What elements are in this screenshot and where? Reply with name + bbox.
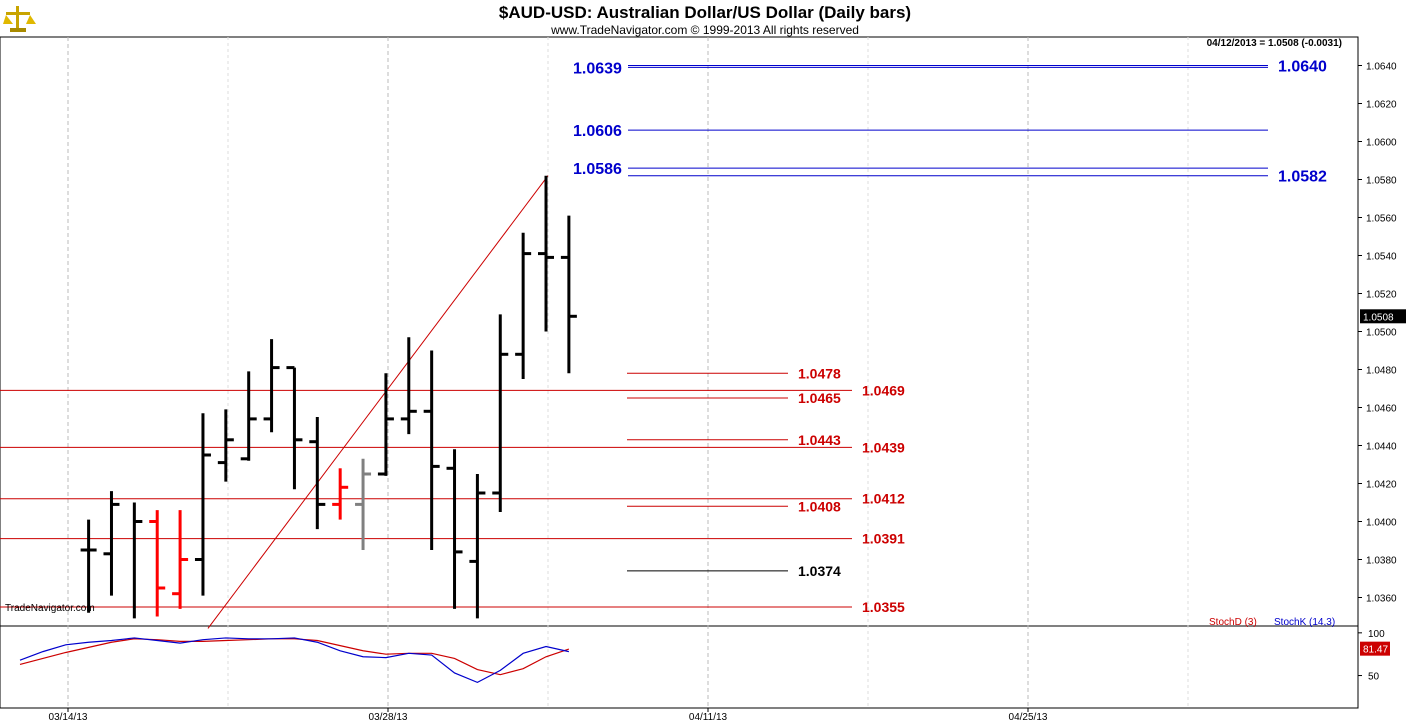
- price-tick-label: 1.0520: [1366, 290, 1397, 301]
- date-tick-label: 03/14/13: [49, 712, 88, 723]
- fib-label: 1.0478: [798, 365, 841, 381]
- ohlc-bar: [172, 510, 189, 609]
- ohlc-bar: [309, 417, 326, 530]
- ohlc-bar: [446, 449, 463, 609]
- stoch-d-legend: StochD (3): [1209, 617, 1257, 628]
- fib-label: 1.0408: [798, 498, 841, 514]
- price-tick-label: 1.0380: [1366, 556, 1397, 567]
- price-tick-label: 1.0480: [1366, 366, 1397, 377]
- ohlc-bar: [355, 458, 372, 550]
- date-tick-label: 04/11/13: [689, 712, 728, 723]
- ohlc-bar: [515, 232, 532, 379]
- fib-label: 1.0443: [798, 432, 841, 448]
- price-tick-label: 1.0420: [1366, 480, 1397, 491]
- fib-label: 1.0374: [798, 563, 841, 579]
- price-tick-label: 1.0500: [1366, 328, 1397, 339]
- ohlc-bar: [194, 413, 211, 596]
- fib-label: 1.0469: [862, 382, 905, 398]
- ohlc-bars: [80, 175, 577, 619]
- date-tick-label: 03/28/13: [369, 712, 408, 723]
- ohlc-bar: [538, 175, 555, 332]
- price-tick-label: 1.0460: [1366, 404, 1397, 415]
- ohlc-bar: [469, 474, 486, 619]
- stochastic-panel: 100 50 StochD (3) StochK (14,3) 81.47: [19, 617, 1390, 684]
- grid: [67, 37, 1189, 708]
- ohlc-bar: [103, 491, 120, 596]
- ohlc-bar: [400, 337, 417, 435]
- projection-label: 1.0582: [1278, 169, 1327, 186]
- price-axis: 1.0360 1.0380 1.0400 1.0420 1.0440 1.0460 1.04…: [1358, 62, 1406, 605]
- ohlc-bar: [286, 366, 303, 490]
- last-price-tag: [1360, 309, 1406, 324]
- plot-frame: [0, 36, 1359, 709]
- projection-label: 1.0640: [1278, 59, 1327, 76]
- ohlc-bar: [423, 350, 440, 550]
- trend-line: [207, 175, 549, 629]
- stoch-d-line: [19, 638, 570, 676]
- chart-title: $AUD-USD: Australian Dollar/US Dollar (D…: [499, 3, 911, 22]
- stoch-k-line: [19, 637, 570, 684]
- projection-label: 1.0586: [573, 161, 622, 178]
- price-tick-label: 1.0440: [1366, 442, 1397, 453]
- projection-label: 1.0639: [573, 60, 622, 77]
- price-tick-label: 1.0620: [1366, 100, 1397, 111]
- projection-label: 1.0606: [573, 123, 622, 140]
- stoch-tick-label: 50: [1368, 672, 1380, 683]
- price-tick-label: 1.0540: [1366, 252, 1397, 263]
- price-tick-label: 1.0400: [1366, 518, 1397, 529]
- price-tick-label: 1.0640: [1366, 62, 1397, 73]
- ohlc-bar: [332, 468, 349, 520]
- ohlc-bar: [377, 373, 394, 476]
- ohlc-bar: [149, 510, 166, 617]
- fib-label: 1.0412: [862, 491, 905, 507]
- fib-label: 1.0465: [798, 390, 841, 406]
- trendline: [207, 175, 549, 629]
- ohlc-bar: [240, 371, 257, 461]
- stoch-value-tag: [1360, 641, 1390, 656]
- price-tick-label: 1.0360: [1366, 594, 1397, 605]
- fib-label: 1.0355: [862, 599, 905, 615]
- price-tick-label: 1.0580: [1366, 176, 1397, 187]
- stoch-tick-label: 100: [1368, 629, 1385, 640]
- scales-logo-icon: [3, 6, 36, 32]
- date-axis: 03/14/13 03/28/13 04/11/13 04/25/13: [49, 708, 1048, 723]
- date-tick-label: 04/25/13: [1009, 712, 1048, 723]
- ohlc-bar: [263, 339, 280, 433]
- ohlc-bar: [80, 519, 97, 613]
- last-price-label: 1.0508: [1363, 312, 1394, 323]
- stoch-value-label: 81.47: [1363, 645, 1388, 656]
- quote-readout: 04/12/2013 = 1.0508 (-0.0031): [1207, 38, 1342, 49]
- watermark: TradeNavigator.com: [5, 603, 95, 614]
- fib-label: 1.0391: [862, 531, 905, 547]
- fib-label: 1.0439: [862, 439, 905, 455]
- ohlc-bar: [560, 215, 577, 374]
- price-tick-label: 1.0560: [1366, 214, 1397, 225]
- ohlc-bar: [132, 502, 143, 619]
- projection-levels: 1.0639 1.0640 1.0606 1.0586 1.0582: [573, 59, 1327, 186]
- ohlc-bar: [492, 314, 509, 512]
- fib-levels: 1.0478 1.0469 1.0465 1.0443 1.0439 1.0412 1.04…: [0, 365, 905, 615]
- ohlc-bar: [217, 409, 234, 482]
- stoch-k-legend: StochK (14,3): [1274, 617, 1335, 628]
- price-tick-label: 1.0600: [1366, 138, 1397, 149]
- chart-subtitle: www.TradeNavigator.com © 1999-2013 All r…: [550, 23, 859, 37]
